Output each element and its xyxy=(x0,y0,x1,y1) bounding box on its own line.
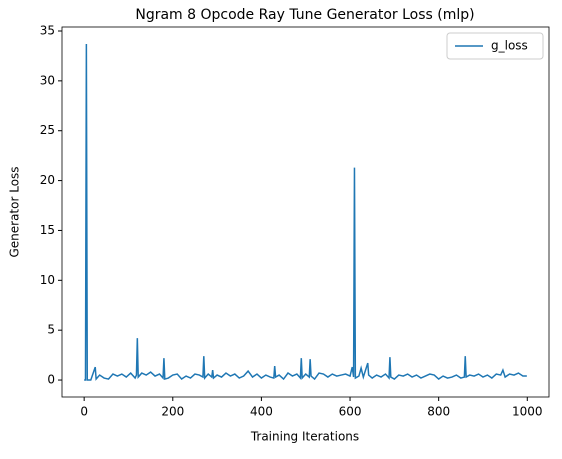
x-tick-label: 600 xyxy=(339,405,362,419)
line xyxy=(84,43,527,381)
y-axis-label: Generator Loss xyxy=(8,166,22,257)
legend-label: g_loss xyxy=(491,39,528,53)
x-tick-label: 400 xyxy=(250,405,273,419)
y-tick-label: 35 xyxy=(40,23,55,37)
chart-title: Ngram 8 Opcode Ray Tune Generator Loss (… xyxy=(135,7,474,23)
y-tick-label: 10 xyxy=(40,273,55,287)
x-tick-label: 200 xyxy=(161,405,184,419)
x-axis-label: Training Iterations xyxy=(250,430,359,444)
y-tick-label: 30 xyxy=(40,73,55,87)
y-tick-label: 15 xyxy=(40,223,55,237)
y-tick-label: 20 xyxy=(40,173,55,187)
y-tick-label: 25 xyxy=(40,123,55,137)
x-tick-label: 0 xyxy=(80,405,88,419)
x-tick-label: 800 xyxy=(427,405,450,419)
plot-frame xyxy=(61,26,550,398)
legend-box xyxy=(446,32,544,60)
y-tick-label: 0 xyxy=(47,373,55,387)
x-tick-label: 1000 xyxy=(512,405,543,419)
y-tick-label: 5 xyxy=(47,323,55,337)
